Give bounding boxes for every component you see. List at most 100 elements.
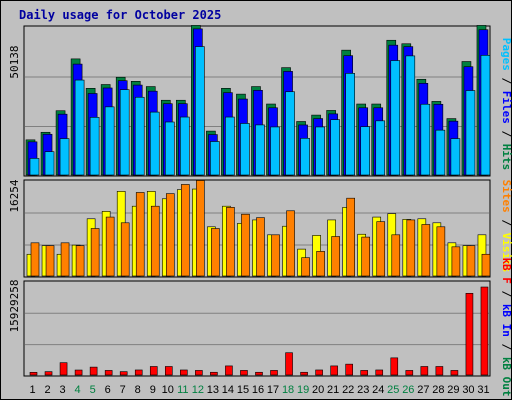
day-label-28: 28 <box>432 384 444 396</box>
day-label-19: 19 <box>297 384 309 396</box>
day-label-24: 24 <box>372 384 384 396</box>
legend-kb-out: kB Out <box>500 357 512 397</box>
kb-f-bar-2 <box>44 371 53 376</box>
sites-bar-22 <box>346 197 355 277</box>
kb-max-label: 15929258 <box>8 280 21 333</box>
legend-sep-4: / <box>500 284 512 304</box>
day-label-14: 14 <box>222 384 234 396</box>
sites-bar-24 <box>376 221 386 277</box>
sites-bar-15 <box>241 213 250 277</box>
kb-f-bar-4 <box>74 369 83 376</box>
sites-panel-legend: Sites / Visits <box>500 180 512 273</box>
pages-bar-18 <box>285 91 295 176</box>
pages-bar-6 <box>104 106 115 176</box>
pages-bar-21 <box>330 119 340 176</box>
kb-f-bar-30 <box>465 293 474 376</box>
day-label-16: 16 <box>252 384 264 396</box>
pages-bar-22 <box>345 73 355 176</box>
kb-f-bar-8 <box>134 369 143 376</box>
sites-bar-11 <box>181 184 190 277</box>
kb-f-bar-15 <box>240 370 248 376</box>
day-label-17: 17 <box>267 384 279 396</box>
pages-bar-7 <box>119 89 130 176</box>
legend-kb-f: kB F <box>500 257 512 284</box>
sites-bar-26 <box>406 219 416 277</box>
day-label-12: 12 <box>192 384 204 396</box>
kb-f-bar-13 <box>210 371 218 376</box>
pages-bar-9 <box>149 111 160 176</box>
day-label-30: 30 <box>462 384 474 396</box>
pages-bar-1 <box>29 158 40 176</box>
kb-f-bar-19 <box>300 371 308 376</box>
day-label-18: 18 <box>282 384 294 396</box>
kb-f-bar-28 <box>435 366 444 376</box>
hits-max-label: 50138 <box>8 45 21 78</box>
pages-bar-30 <box>465 90 476 176</box>
pages-bar-14 <box>225 116 235 176</box>
kb-f-bar-17 <box>270 370 278 376</box>
sites-bar-18 <box>286 210 295 277</box>
sites-bar-9 <box>150 205 160 277</box>
kb-f-bar-21 <box>330 365 338 376</box>
pages-bar-23 <box>360 126 371 176</box>
kb-f-bar-25 <box>390 357 399 376</box>
pages-bar-2 <box>44 151 55 176</box>
day-label-22: 22 <box>342 384 354 396</box>
day-label-7: 7 <box>120 384 126 396</box>
sites-bar-13 <box>211 228 220 277</box>
sites-bar-16 <box>256 217 265 277</box>
sites-bar-14 <box>226 207 235 277</box>
sites-bar-30 <box>466 245 476 277</box>
day-label-2: 2 <box>44 384 50 396</box>
page-title: Daily usage for October 2025 <box>0 6 512 24</box>
sites-bar-25 <box>391 234 401 277</box>
pages-bar-26 <box>405 55 416 176</box>
pages-bar-4 <box>74 79 85 176</box>
pages-bar-28 <box>435 129 446 176</box>
sites-bar-20 <box>316 251 325 277</box>
day-label-23: 23 <box>357 384 369 396</box>
legend-files: Files <box>500 91 512 124</box>
kb-f-bar-9 <box>149 366 158 376</box>
day-label-26: 26 <box>402 384 414 396</box>
sites-bar-27 <box>421 224 431 277</box>
pages-bar-12 <box>195 46 205 176</box>
legend-visits: Visits <box>500 233 512 273</box>
pages-bar-31 <box>480 55 491 176</box>
day-label-9: 9 <box>150 384 156 396</box>
sites-bar-7 <box>120 222 130 277</box>
day-label-3: 3 <box>60 384 66 396</box>
kb-f-bar-27 <box>420 366 429 376</box>
kb-panel-legend: kB F / kB In / kB Out <box>500 257 512 396</box>
kb-f-bar-26 <box>405 370 414 376</box>
sites-bar-17 <box>271 234 280 277</box>
kb-panel-frame <box>23 280 491 377</box>
kb-f-bar-23 <box>360 370 369 376</box>
pages-bar-11 <box>180 116 190 176</box>
day-label-10: 10 <box>162 384 174 396</box>
sites-bar-5 <box>90 228 100 277</box>
kb-f-bar-24 <box>375 369 384 376</box>
pages-bar-3 <box>59 138 70 176</box>
kb-f-bar-16 <box>255 371 263 376</box>
day-label-1: 1 <box>29 384 35 396</box>
day-label-25: 25 <box>387 384 399 396</box>
kb-f-bar-29 <box>450 370 459 376</box>
kb-f-bar-14 <box>225 365 233 376</box>
pages-bar-19 <box>300 138 310 176</box>
pages-bar-25 <box>390 60 401 176</box>
day-label-6: 6 <box>105 384 111 396</box>
sites-bar-6 <box>105 216 115 277</box>
kb-f-bar-10 <box>164 366 173 376</box>
legend-sep-1: / <box>500 71 512 91</box>
sites-bar-1 <box>30 242 40 277</box>
sites-bar-23 <box>361 236 371 277</box>
kb-f-bar-11 <box>180 369 188 376</box>
pages-bar-17 <box>270 126 280 176</box>
kb-f-bar-12 <box>195 370 203 376</box>
sites-bar-8 <box>135 192 145 277</box>
day-label-31: 31 <box>477 384 489 396</box>
legend-kb-in: kB In <box>500 304 512 337</box>
pages-bar-15 <box>240 123 250 176</box>
